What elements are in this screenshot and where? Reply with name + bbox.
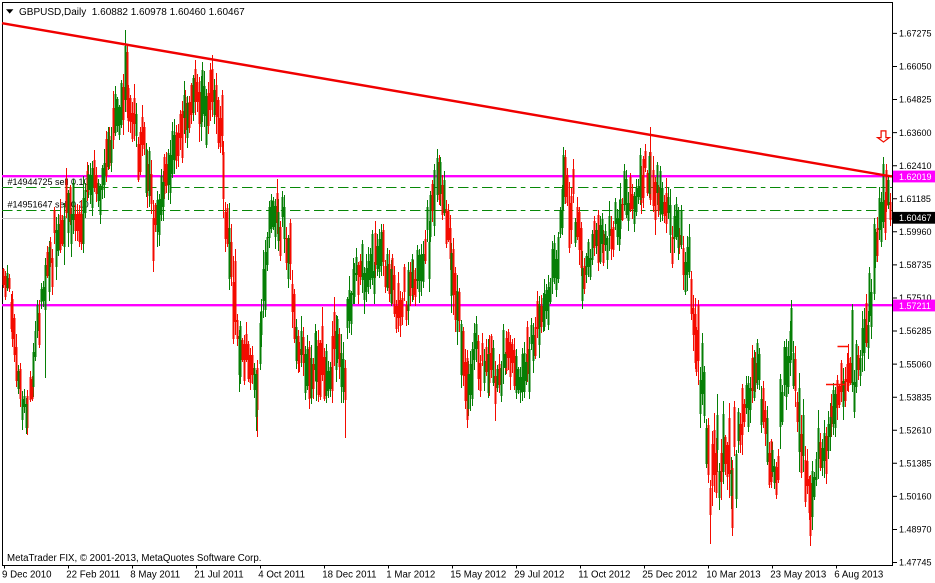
svg-text:15 May 2012: 15 May 2012 xyxy=(450,570,506,581)
svg-text:#14951647 sell 0.10: #14951647 sell 0.10 xyxy=(8,200,89,210)
svg-text:1.66050: 1.66050 xyxy=(899,62,932,72)
svg-text:9 Dec 2010: 9 Dec 2010 xyxy=(2,570,52,581)
svg-text:1.57211: 1.57211 xyxy=(899,301,931,311)
svg-text:1.50160: 1.50160 xyxy=(899,492,932,502)
svg-text:1.60467: 1.60467 xyxy=(899,213,932,223)
svg-text:1.67275: 1.67275 xyxy=(899,29,932,39)
svg-text:1.63600: 1.63600 xyxy=(899,128,932,138)
svg-text:1.64825: 1.64825 xyxy=(899,95,932,105)
svg-text:1.55060: 1.55060 xyxy=(899,359,932,369)
svg-text:#14944725 sell 0.10: #14944725 sell 0.10 xyxy=(8,177,89,187)
svg-text:21 Jul 2011: 21 Jul 2011 xyxy=(194,570,243,581)
svg-text:1.61185: 1.61185 xyxy=(899,194,931,204)
svg-text:11 Oct 2012: 11 Oct 2012 xyxy=(578,570,630,581)
svg-text:1.62410: 1.62410 xyxy=(899,161,932,171)
svg-text:1.58735: 1.58735 xyxy=(899,260,932,270)
svg-text:1.47745: 1.47745 xyxy=(899,558,932,568)
svg-text:1 Mar 2012: 1 Mar 2012 xyxy=(386,570,435,581)
svg-text:1.57510: 1.57510 xyxy=(899,293,932,303)
svg-text:18 Dec 2011: 18 Dec 2011 xyxy=(322,570,376,581)
svg-text:1.52610: 1.52610 xyxy=(899,425,932,435)
svg-text:8 May 2011: 8 May 2011 xyxy=(130,570,180,581)
svg-text:29 Jul 2012: 29 Jul 2012 xyxy=(514,570,564,581)
svg-text:1.62019: 1.62019 xyxy=(899,172,932,182)
svg-text:25 Dec 2012: 25 Dec 2012 xyxy=(642,570,697,581)
svg-text:1.53835: 1.53835 xyxy=(899,392,932,402)
svg-text:22 Feb 2011: 22 Feb 2011 xyxy=(66,570,120,581)
svg-text:MetaTrader FIX, © 2001-2013, M: MetaTrader FIX, © 2001-2013, MetaQuotes … xyxy=(7,553,261,564)
svg-text:23 May 2013: 23 May 2013 xyxy=(770,570,826,581)
svg-text:4 Oct 2011: 4 Oct 2011 xyxy=(258,570,305,581)
svg-text:10 Mar 2013: 10 Mar 2013 xyxy=(706,570,760,581)
svg-text:1.59960: 1.59960 xyxy=(899,227,932,237)
svg-text:1.48970: 1.48970 xyxy=(899,525,932,535)
svg-text:GBPUSD,Daily 1.60882 1.60978: GBPUSD,Daily 1.60882 1.60978 1.60460 1.6… xyxy=(19,7,245,18)
svg-text:1.56285: 1.56285 xyxy=(899,326,932,336)
svg-text:1.51385: 1.51385 xyxy=(899,459,932,469)
svg-text:6 Aug 2013: 6 Aug 2013 xyxy=(834,570,883,581)
